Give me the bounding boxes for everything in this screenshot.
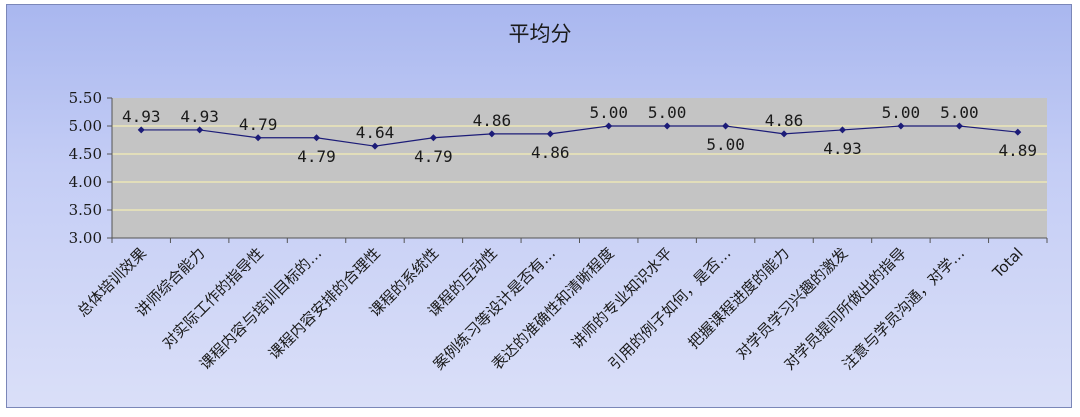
- data-label: 5.00: [589, 103, 628, 122]
- data-label: 4.86: [473, 111, 512, 130]
- y-tick-label: 3.00: [69, 229, 102, 247]
- data-label: 4.93: [122, 107, 161, 126]
- gridlines: [112, 125, 1047, 211]
- data-point: [546, 130, 554, 138]
- data-point: [137, 126, 145, 134]
- series-line: [141, 125, 1018, 147]
- x-tick-label: 注意与学员沟通，对学…: [839, 244, 968, 373]
- y-tick-label: 4.50: [69, 145, 102, 163]
- data-label: 4.64: [356, 123, 395, 142]
- chart-title: 平均分: [509, 22, 572, 46]
- data-label: 5.00: [940, 103, 979, 122]
- chart-area: 平均分 3.00 3.50 4.00 4.50 5.00 5.50 总体培训效果 讲师综合能…: [6, 4, 1072, 408]
- data-label: 5.00: [882, 103, 921, 122]
- axes: [107, 97, 1048, 243]
- line-chart: 平均分 3.00 3.50 4.00 4.50 5.00 5.50 总体培训效果讲师综合能…: [69, 22, 1048, 374]
- x-axis-tick-labels: 总体培训效果讲师综合能力对实际工作的指导性课程内容与培训目标的…课程内容安排的合…: [74, 244, 1027, 373]
- data-point: [663, 122, 671, 130]
- plot-area: [112, 98, 1047, 238]
- x-tick-label: 把握课程进度的能力: [685, 244, 793, 352]
- data-point: [955, 122, 963, 130]
- y-tick-label: 4.00: [69, 173, 102, 191]
- data-label: 5.00: [648, 103, 687, 122]
- data-label: 4.79: [414, 147, 453, 166]
- x-tick-label: 对实际工作的指导性: [159, 244, 267, 352]
- data-point: [196, 126, 204, 134]
- data-label: 4.79: [297, 147, 336, 166]
- data-point: [488, 130, 496, 138]
- data-label: 4.86: [765, 111, 804, 130]
- data-point: [780, 130, 788, 138]
- data-label: 4.86: [531, 143, 570, 162]
- y-tick-label: 5.50: [69, 89, 102, 107]
- y-tick-label: 5.00: [69, 117, 102, 135]
- data-point: [371, 142, 379, 150]
- data-point: [429, 134, 437, 142]
- data-point: [254, 134, 262, 142]
- data-label: 5.00: [706, 135, 745, 154]
- data-label: 4.79: [239, 115, 278, 134]
- y-tick-label: 3.50: [69, 201, 102, 219]
- x-tick-label: 课程内容安排的合理性: [265, 244, 384, 363]
- data-point: [897, 122, 905, 130]
- y-axis-tick-labels: 3.00 3.50 4.00 4.50 5.00 5.50: [69, 89, 102, 247]
- data-label: 4.93: [180, 107, 219, 126]
- data-point: [605, 122, 613, 130]
- x-tick-label: 讲师的专业知识水平: [568, 244, 676, 352]
- data-label: 4.89: [999, 141, 1038, 160]
- data-labels: 4.93 4.93 4.79 4.79 4.64 4.79 4.86 4.86 5.00 5.00…: [122, 103, 1037, 166]
- x-tick-label: Total: [988, 244, 1026, 282]
- x-tick-label: 对学员学习兴趣的激发: [732, 244, 851, 363]
- data-label: 4.93: [823, 139, 862, 158]
- series-average-score: [137, 122, 1022, 150]
- data-point: [1014, 128, 1022, 136]
- data-point: [313, 134, 321, 142]
- data-point: [838, 126, 846, 134]
- data-point: [722, 122, 730, 130]
